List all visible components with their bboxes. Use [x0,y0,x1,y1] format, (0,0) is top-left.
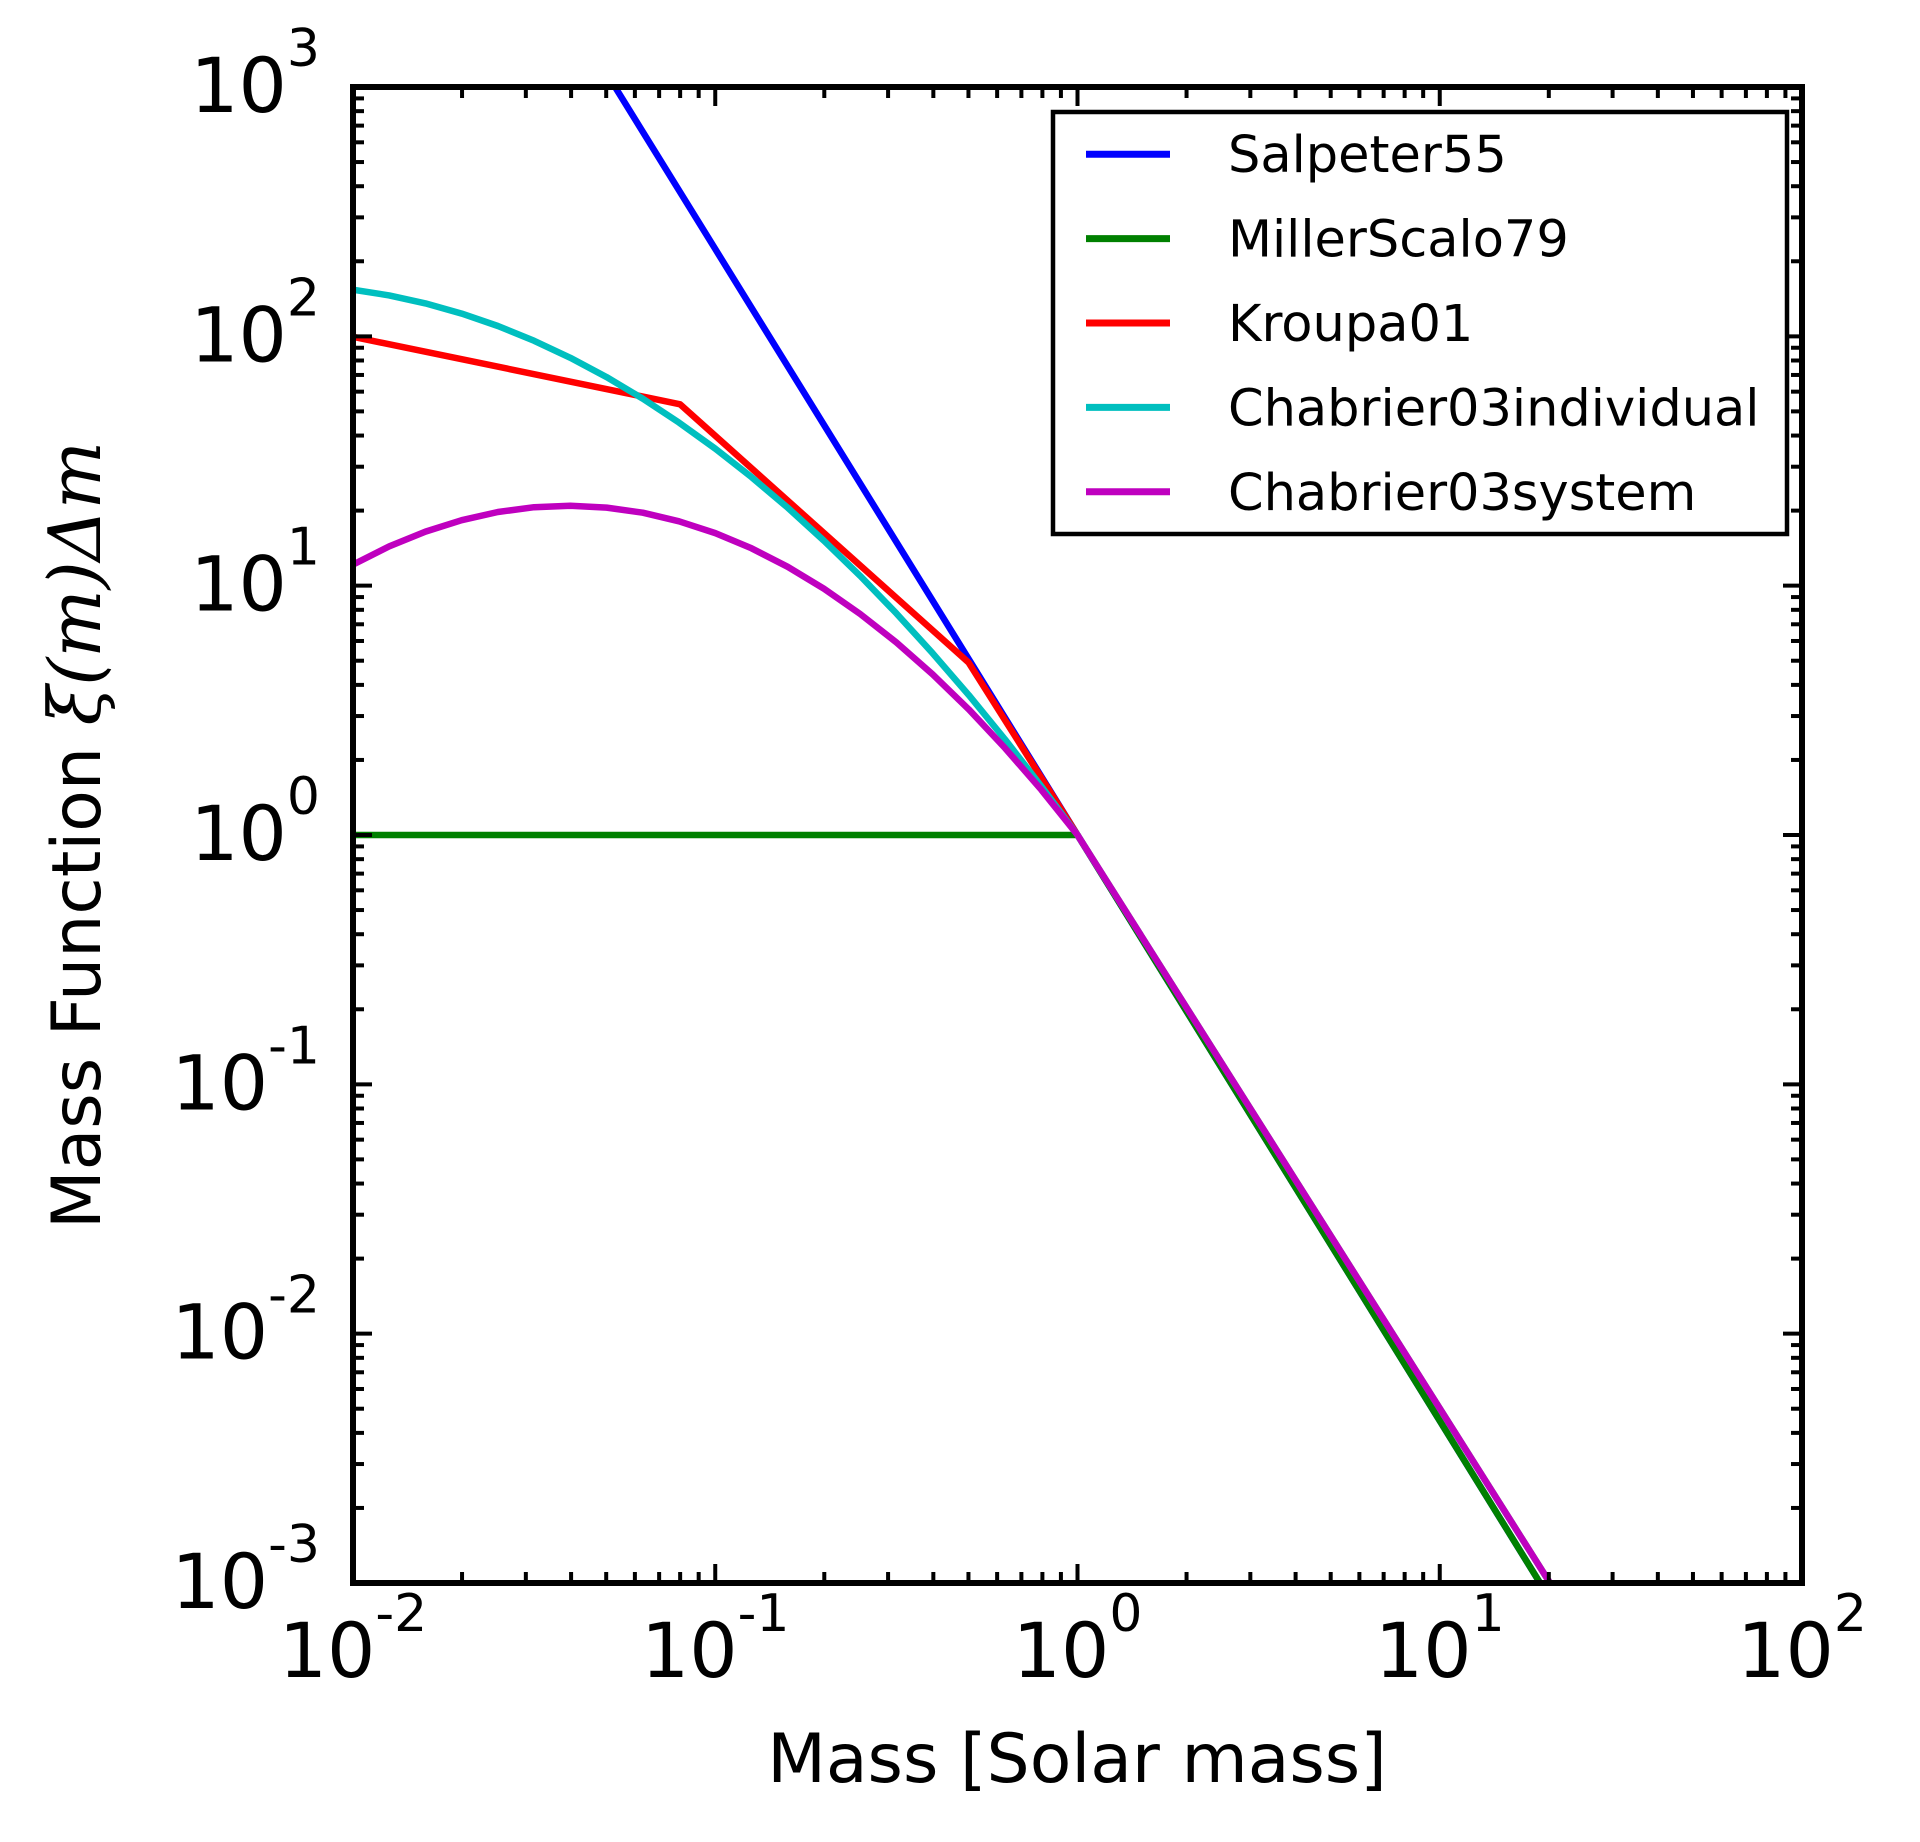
x-tick-label: 100 [1013,1584,1143,1695]
x-axis-label: Mass [Solar mass] [767,1720,1387,1799]
y-tick-label: 102 [190,268,320,379]
y-tick-label: 10-3 [171,1515,320,1626]
curve-millerscalo79 [353,831,1544,1583]
y-tick-label: 100 [190,767,320,878]
x-tick-label: 102 [1737,1584,1867,1695]
curve-chabrier03individual [353,286,1554,1583]
legend-label-kroupa01: Kroupa01 [1228,295,1473,354]
y-tick-label: 10-1 [171,1016,320,1127]
curves-layer [353,87,1554,1583]
y-axis-label: Mass Function ξ(m)Δm [33,441,117,1229]
y-axis-label-math: ξ(m)Δm [33,441,117,725]
y-tick-label: 10-2 [171,1266,320,1377]
y-axis-label-text: Mass Function [38,725,117,1229]
curve-chabrier03system [353,502,1554,1583]
y-tick-label: 101 [190,518,320,629]
legend: Salpeter55 MillerScalo79 Kroupa01 Chabrier0… [1050,109,1790,537]
legend-box [1050,109,1790,537]
ticks-layer [351,85,1804,1585]
x-tick-label: 101 [1375,1584,1505,1695]
legend-label-chabrier03individual: Chabrier03individual [1228,379,1759,438]
legend-label-salpeter55: Salpeter55 [1228,126,1507,185]
legend-label-chabrier03system: Chabrier03system [1228,464,1696,523]
x-tick-label: 10-2 [279,1584,428,1695]
x-tick-label: 10-1 [641,1584,790,1695]
legend-label-millerscalo79: MillerScalo79 [1228,211,1569,270]
y-tick-label: 103 [190,19,320,130]
tick-labels-layer: 10-2 10-1 100 101 10210310210110010-110-210-… [171,19,1866,1695]
